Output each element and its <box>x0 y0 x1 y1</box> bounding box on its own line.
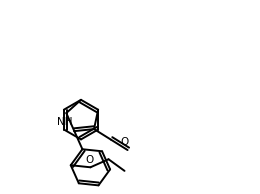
Text: O: O <box>85 155 94 165</box>
Text: O: O <box>121 137 129 147</box>
Text: NH: NH <box>57 117 72 127</box>
